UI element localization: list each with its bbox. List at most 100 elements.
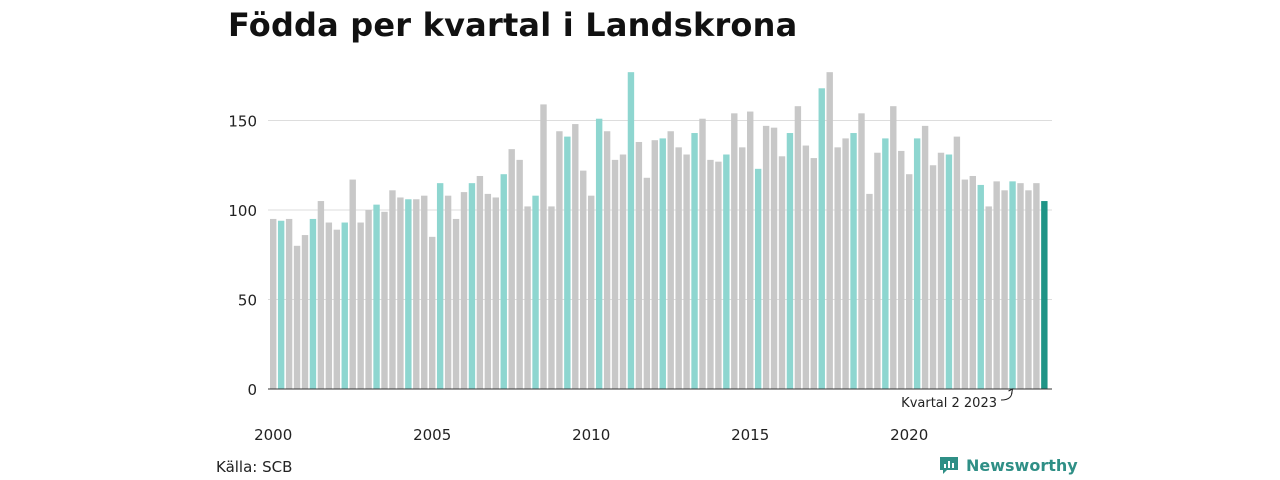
- bar: [381, 211, 388, 389]
- bar: [667, 131, 674, 390]
- bar: [834, 147, 841, 389]
- x-tick-label: 2005: [413, 426, 451, 444]
- bar: [770, 127, 778, 389]
- bar: [921, 125, 929, 390]
- bar: [985, 206, 992, 389]
- bar: [1009, 181, 1016, 389]
- newsworthy-logo-icon: [940, 457, 958, 474]
- annotation-arrowhead: [1008, 388, 1014, 395]
- bar: [580, 170, 587, 389]
- newsworthy-logo[interactable]: Newsworthy: [938, 455, 1078, 475]
- bar: [476, 175, 484, 389]
- bar: [595, 118, 603, 390]
- bar: [619, 154, 627, 389]
- bar: [524, 206, 531, 389]
- bar: [452, 218, 460, 389]
- bar: [365, 210, 372, 389]
- bar: [270, 218, 277, 389]
- bar: [993, 181, 1000, 389]
- newsworthy-logo-text: Newsworthy: [966, 455, 1078, 475]
- bar: [349, 179, 356, 389]
- bar: [429, 236, 436, 389]
- bar: [293, 245, 301, 389]
- bar: [492, 197, 499, 389]
- x-tick-label: 2015: [731, 426, 769, 444]
- bar: [802, 145, 810, 389]
- bar: [850, 133, 857, 389]
- bar: [285, 218, 293, 389]
- bar: [913, 138, 921, 389]
- bar: [890, 106, 897, 390]
- y-tick-label: 50: [238, 292, 257, 310]
- x-tick-label: 2020: [890, 426, 928, 444]
- bar: [540, 104, 547, 389]
- bar: [341, 222, 348, 389]
- y-tick-label: 0: [247, 381, 257, 399]
- bar: [659, 138, 666, 389]
- y-tick-label: 150: [228, 113, 257, 131]
- bar: [532, 195, 539, 389]
- chart-title: Födda per kvartal i Landskrona: [228, 6, 798, 44]
- bar: [325, 222, 333, 389]
- bar: [556, 131, 563, 390]
- bar: [508, 149, 515, 389]
- bar: [762, 125, 770, 390]
- bar: [635, 141, 643, 389]
- bar: [882, 138, 889, 389]
- bar: [643, 177, 651, 389]
- bar: [436, 183, 444, 389]
- y-axis-tick-labels: 0 50 100 150: [228, 113, 257, 400]
- bar: [627, 72, 635, 390]
- annotation-arrow: [1000, 390, 1013, 401]
- bar: [747, 111, 754, 390]
- bar: [826, 72, 833, 390]
- bar: [603, 131, 611, 390]
- bar: [707, 159, 714, 389]
- bar: [731, 113, 738, 389]
- bar: [468, 183, 476, 389]
- bar: [723, 154, 730, 389]
- bar: [421, 195, 428, 389]
- bar: [405, 199, 412, 389]
- bar: [309, 218, 317, 389]
- bar: [651, 140, 658, 389]
- bar: [333, 229, 340, 389]
- annotation-label: Kvartal 2 2023: [901, 396, 997, 411]
- bar: [786, 133, 794, 389]
- bar: [739, 147, 746, 389]
- x-tick-label: 2000: [254, 426, 292, 444]
- bar: [778, 156, 786, 389]
- bar: [548, 206, 555, 389]
- bar: [1001, 190, 1008, 389]
- bar: [301, 235, 309, 389]
- bar: [961, 179, 969, 389]
- bar: [842, 138, 849, 389]
- bar: [794, 106, 802, 390]
- bar: [564, 136, 571, 389]
- bar: [1017, 183, 1024, 389]
- bar: [977, 184, 984, 389]
- bar: [500, 174, 507, 389]
- bar: [357, 222, 364, 389]
- bar: [945, 154, 953, 389]
- bar: [277, 220, 285, 389]
- bars: [270, 72, 1048, 390]
- bar: [484, 193, 492, 389]
- bar: [937, 152, 945, 389]
- bar: [675, 147, 682, 389]
- bar: [611, 159, 619, 389]
- bar: [866, 193, 873, 389]
- bar: [898, 150, 905, 389]
- bar: [373, 204, 380, 389]
- bar: [516, 159, 523, 389]
- bar: [874, 152, 881, 389]
- y-tick-label: 100: [228, 202, 257, 220]
- bar: [715, 161, 722, 389]
- bar: [1041, 201, 1048, 389]
- bar: [588, 195, 595, 389]
- bar: [691, 133, 698, 389]
- bar: [317, 201, 325, 389]
- bar: [969, 175, 976, 389]
- bar: [858, 113, 865, 389]
